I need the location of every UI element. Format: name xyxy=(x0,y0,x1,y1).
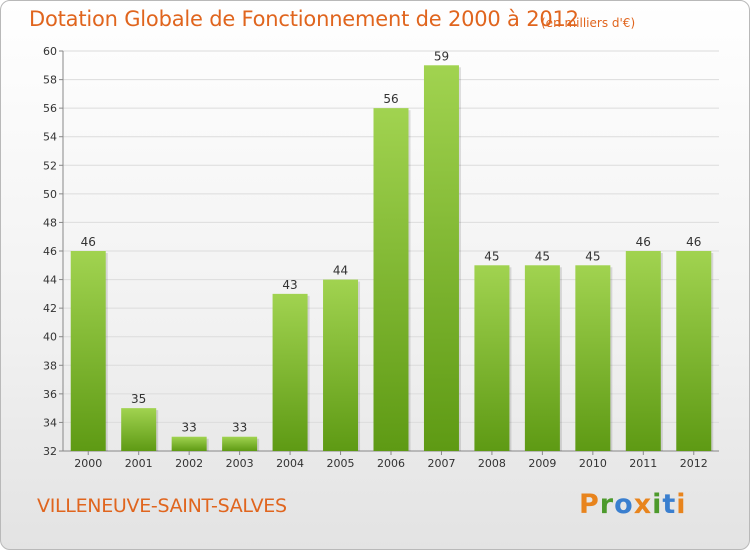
commune-name: VILLENEUVE-SAINT-SALVES xyxy=(37,495,287,517)
bar-value-label: 45 xyxy=(535,249,550,263)
logo-letter: i xyxy=(652,489,663,520)
logo-letter: t xyxy=(662,489,677,520)
y-tick-label: 48 xyxy=(43,216,57,229)
bar xyxy=(272,293,308,451)
x-tick-label: 2003 xyxy=(226,457,254,470)
chart-title: Dotation Globale de Fonctionnement de 20… xyxy=(29,7,579,31)
x-tick-label: 2012 xyxy=(680,457,708,470)
bar-value-label: 45 xyxy=(484,249,499,263)
bar-value-label: 46 xyxy=(81,235,96,249)
y-tick-label: 42 xyxy=(43,302,57,315)
y-tick-label: 38 xyxy=(43,359,57,372)
y-tick-label: 46 xyxy=(43,245,57,258)
proxiti-logo: Proxiti xyxy=(579,489,687,520)
y-tick-label: 34 xyxy=(43,416,57,429)
bar xyxy=(171,436,207,451)
y-tick-label: 52 xyxy=(43,159,57,172)
y-tick-label: 56 xyxy=(43,102,57,115)
unit-label: (en milliers d'€) xyxy=(541,16,636,30)
y-tick-label: 58 xyxy=(43,74,57,87)
bar-value-label: 43 xyxy=(282,278,297,292)
x-tick-label: 2002 xyxy=(175,457,203,470)
x-tick-label: 2009 xyxy=(528,457,556,470)
bar-value-label: 44 xyxy=(333,264,348,278)
logo-letter: P xyxy=(579,489,600,520)
logo-letter: x xyxy=(633,489,653,520)
x-tick-label: 2005 xyxy=(327,457,355,470)
bar-value-label: 35 xyxy=(131,392,146,406)
y-tick-label: 50 xyxy=(43,188,57,201)
bar xyxy=(222,436,258,451)
bar-value-label: 46 xyxy=(686,235,701,249)
logo-letter: o xyxy=(614,489,634,520)
y-tick-label: 36 xyxy=(43,388,57,401)
bar xyxy=(373,108,409,452)
x-tick-label: 2010 xyxy=(579,457,607,470)
x-tick-label: 2011 xyxy=(629,457,657,470)
bar xyxy=(625,251,661,451)
bar xyxy=(423,65,459,452)
x-tick-label: 2001 xyxy=(125,457,153,470)
bar xyxy=(474,265,510,451)
y-tick-label: 54 xyxy=(43,131,57,144)
logo-letter: i xyxy=(676,489,687,520)
y-tick-label: 44 xyxy=(43,274,57,287)
logo-letter: r xyxy=(599,489,615,520)
y-tick-label: 40 xyxy=(43,331,57,344)
bar xyxy=(121,408,157,451)
x-tick-label: 2000 xyxy=(74,457,102,470)
y-tick-label: 32 xyxy=(43,445,57,458)
bar-value-label: 56 xyxy=(383,92,398,106)
bar-value-label: 59 xyxy=(434,49,449,63)
x-tick-label: 2004 xyxy=(276,457,304,470)
bar xyxy=(524,265,560,451)
bar-value-label: 33 xyxy=(182,421,197,435)
x-tick-label: 2006 xyxy=(377,457,405,470)
bar xyxy=(70,251,106,451)
bar-value-label: 33 xyxy=(232,421,247,435)
x-tick-label: 2007 xyxy=(427,457,455,470)
y-tick-label: 60 xyxy=(43,45,57,58)
bar-value-label: 46 xyxy=(636,235,651,249)
bar xyxy=(323,279,359,451)
bar xyxy=(676,251,712,451)
bar xyxy=(575,265,611,451)
bar-value-label: 45 xyxy=(585,249,600,263)
x-tick-label: 2008 xyxy=(478,457,506,470)
logo-letters: Proxiti xyxy=(579,489,687,520)
